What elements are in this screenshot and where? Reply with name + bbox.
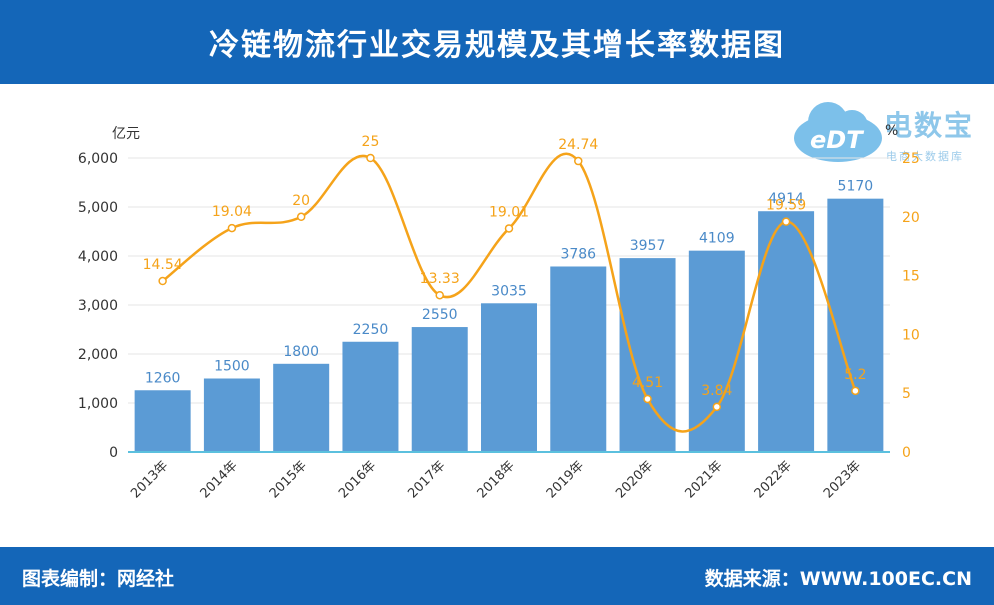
bar-value-label: 2250 [353, 322, 389, 338]
line-value-label: 4.51 [632, 375, 663, 391]
y-left-tick-label: 6,000 [78, 151, 118, 167]
chart-credit: 图表编制：网经社 [22, 568, 175, 590]
logo-brand: 电数宝 [884, 109, 975, 142]
x-tick-label: 2017年 [405, 458, 448, 501]
line-point [712, 402, 722, 412]
bar [273, 363, 330, 452]
line-value-label: 25 [362, 134, 380, 150]
logo-mark: eDT [810, 126, 863, 154]
y-right-tick-label: 15 [902, 269, 920, 285]
bar-value-label: 4109 [699, 231, 735, 247]
line-value-label: 3.84 [701, 383, 732, 399]
combo-chart: 01,0002,0003,0004,0005,0006,000051015202… [78, 134, 920, 501]
bar [619, 258, 676, 452]
line-value-label: 19.04 [212, 204, 252, 220]
bar [827, 198, 884, 452]
x-tick-label: 2013年 [128, 458, 171, 501]
bar-value-label: 1260 [145, 370, 181, 386]
x-tick-label: 2014年 [198, 458, 241, 501]
line-value-label: 20 [292, 193, 310, 209]
line-point [158, 276, 167, 286]
line-point [296, 212, 306, 222]
x-tick-label: 2023年 [821, 458, 864, 501]
chart-header: 冷链物流行业交易规模及其增长率数据图 [0, 0, 994, 84]
y-right-tick-label: 25 [902, 151, 920, 167]
chart-title: 冷链物流行业交易规模及其增长率数据图 [209, 28, 785, 63]
y-left-tick-label: 5,000 [78, 200, 118, 216]
y-right-tick-label: 0 [902, 445, 911, 461]
left-axis-unit: 亿元 [112, 126, 140, 142]
x-tick-label: 2022年 [752, 458, 795, 501]
y-right-tick-label: 20 [902, 210, 920, 226]
line-value-label: 13.33 [420, 271, 460, 287]
y-right-tick-label: 5 [902, 386, 911, 402]
line-point [227, 223, 237, 233]
logo-subtitle: 电商大数据库 [886, 150, 964, 163]
x-tick-label: 2016年 [336, 458, 379, 501]
bar [134, 390, 191, 452]
line-point [574, 156, 583, 166]
chart-footer: 图表编制：网经社 数据来源：WWW.100EC.CN [0, 547, 994, 605]
data-source: 数据来源：WWW.100EC.CN [704, 568, 972, 590]
y-left-tick-label: 4,000 [78, 249, 118, 265]
edt-logo: eDT 电数宝 电商大数据库 [788, 90, 988, 170]
line-value-label: 24.74 [558, 137, 598, 153]
y-left-tick-label: 3,000 [78, 298, 118, 314]
bar-value-label: 2550 [422, 307, 458, 323]
line-point [643, 394, 652, 404]
bar-value-label: 3957 [630, 238, 666, 254]
bar-value-label: 4914 [768, 191, 804, 207]
x-tick-label: 2018年 [475, 458, 518, 501]
line-value-label: 14.54 [143, 257, 183, 273]
y-left-tick-label: 0 [109, 445, 118, 461]
bar-value-label: 3786 [560, 246, 596, 262]
bar [411, 327, 468, 452]
x-tick-label: 2019年 [544, 458, 587, 501]
bar-value-label: 5170 [838, 179, 874, 195]
y-right-tick-label: 10 [902, 327, 920, 343]
line-point [366, 153, 375, 163]
bar [481, 303, 537, 452]
bar [688, 250, 745, 452]
bar-value-label: 1800 [283, 344, 319, 360]
bar-value-label: 1500 [214, 359, 250, 375]
line-value-label: 19.59 [766, 198, 806, 214]
bar [342, 341, 399, 452]
line-value-label: 19.01 [489, 204, 529, 220]
x-tick-label: 2021年 [682, 458, 725, 501]
cloud-icon [794, 102, 882, 162]
bar [550, 266, 607, 452]
line-value-label: 5.2 [844, 367, 866, 383]
y-left-tick-label: 2,000 [78, 347, 118, 363]
line-point [504, 224, 514, 233]
line-point [781, 217, 791, 226]
bar-value-label: 3035 [491, 283, 527, 299]
right-axis-unit: % [885, 123, 899, 139]
y-left-tick-label: 1,000 [78, 396, 118, 412]
x-tick-label: 2020年 [613, 458, 656, 501]
line-point [851, 386, 860, 396]
bar [203, 378, 260, 452]
x-tick-label: 2015年 [267, 458, 310, 501]
bar [758, 211, 815, 452]
line-point [435, 290, 444, 300]
